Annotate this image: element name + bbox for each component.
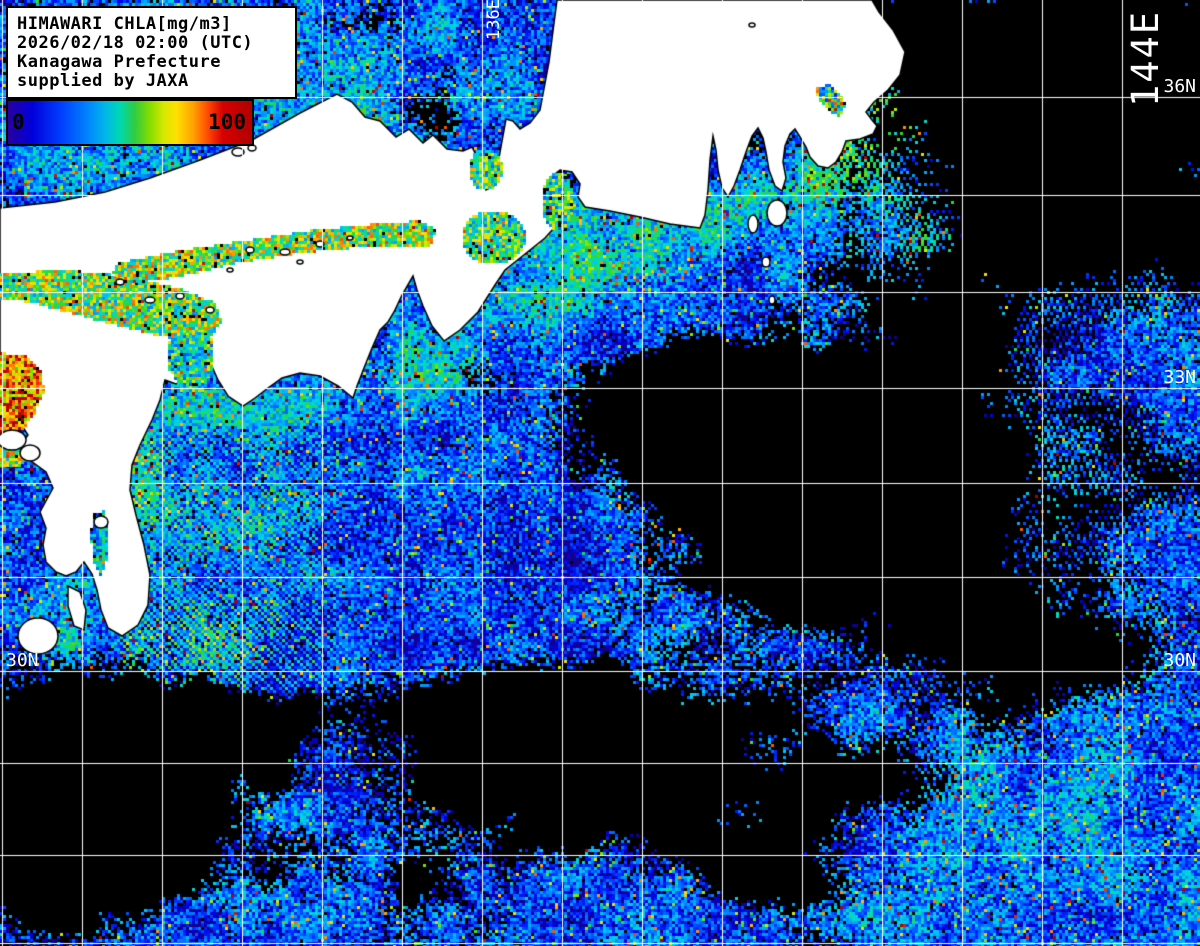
colorbar-legend: 0 100 [6,99,254,146]
product-title: HIMAWARI CHLA[mg/m3] [17,14,232,34]
product-region: Kanagawa Prefecture [17,52,221,72]
colorbar-min-label: 0 [12,110,25,134]
colorbar-gradient [8,101,252,144]
product-credit: supplied by JAXA [17,71,189,91]
title-box: HIMAWARI CHLA[mg/m3] 2026/02/18 02:00 (U… [6,6,297,99]
colorbar-max-label: 100 [208,110,246,134]
product-datetime: 2026/02/18 02:00 (UTC) [17,33,254,53]
